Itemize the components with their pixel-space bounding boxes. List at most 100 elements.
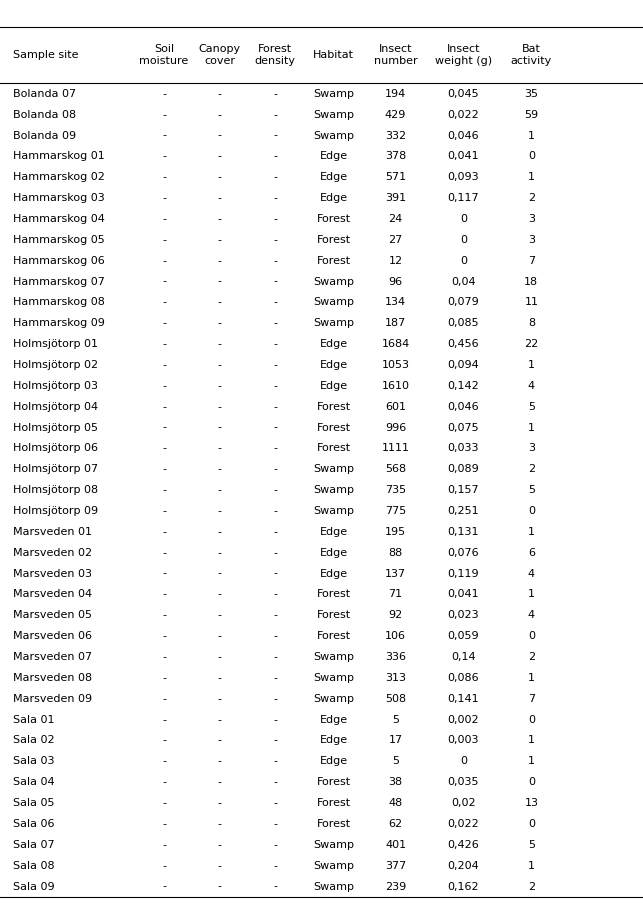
Text: 11: 11	[525, 297, 538, 307]
Text: Marsveden 06: Marsveden 06	[13, 631, 92, 641]
Text: -: -	[162, 255, 166, 265]
Text: 7: 7	[528, 255, 535, 265]
Text: -: -	[162, 611, 166, 621]
Text: 71: 71	[388, 590, 403, 600]
Text: -: -	[162, 757, 166, 766]
Text: -: -	[217, 882, 222, 892]
Text: -: -	[162, 360, 166, 370]
Text: -: -	[162, 506, 166, 516]
Text: Swamp: Swamp	[313, 652, 354, 662]
Text: -: -	[217, 506, 222, 516]
Text: Holmsjötorp 05: Holmsjötorp 05	[13, 422, 98, 432]
Text: -: -	[273, 798, 277, 808]
Text: Swamp: Swamp	[313, 130, 354, 140]
Text: -: -	[273, 318, 277, 328]
Text: 0,041: 0,041	[448, 590, 479, 600]
Text: Forest: Forest	[317, 422, 351, 432]
Text: 106: 106	[385, 631, 406, 641]
Text: 391: 391	[385, 193, 406, 203]
Text: -: -	[217, 694, 222, 704]
Text: 0,094: 0,094	[448, 360, 479, 370]
Text: Marsveden 03: Marsveden 03	[13, 569, 92, 579]
Text: -: -	[273, 276, 277, 286]
Text: -: -	[217, 819, 222, 829]
Text: Forest: Forest	[317, 611, 351, 621]
Text: 0,086: 0,086	[448, 673, 479, 683]
Text: Edge: Edge	[320, 172, 348, 182]
Text: -: -	[162, 172, 166, 182]
Text: 0: 0	[528, 506, 535, 516]
Text: Hammarskog 03: Hammarskog 03	[13, 193, 105, 203]
Text: 0,251: 0,251	[448, 506, 479, 516]
Text: -: -	[162, 318, 166, 328]
Text: 187: 187	[385, 318, 406, 328]
Text: -: -	[273, 569, 277, 579]
Text: Hammarskog 02: Hammarskog 02	[13, 172, 105, 182]
Text: Swamp: Swamp	[313, 318, 354, 328]
Text: -: -	[273, 443, 277, 453]
Text: 24: 24	[388, 214, 403, 224]
Text: 7: 7	[528, 694, 535, 704]
Text: 17: 17	[388, 736, 403, 746]
Text: 96: 96	[388, 276, 403, 286]
Text: 0,141: 0,141	[448, 694, 479, 704]
Text: 0,022: 0,022	[448, 110, 479, 120]
Text: Forest: Forest	[317, 443, 351, 453]
Text: -: -	[217, 255, 222, 265]
Text: -: -	[217, 130, 222, 140]
Text: 1: 1	[528, 130, 535, 140]
Text: 0,119: 0,119	[448, 569, 479, 579]
Text: 0,033: 0,033	[448, 443, 479, 453]
Text: 6: 6	[528, 548, 535, 558]
Text: -: -	[273, 297, 277, 307]
Text: -: -	[162, 548, 166, 558]
Text: 5: 5	[528, 840, 535, 850]
Text: -: -	[273, 673, 277, 683]
Text: -: -	[162, 193, 166, 203]
Text: -: -	[273, 548, 277, 558]
Text: -: -	[273, 464, 277, 474]
Text: 59: 59	[524, 110, 538, 120]
Text: Swamp: Swamp	[313, 840, 354, 850]
Text: 0,131: 0,131	[448, 527, 479, 537]
Text: -: -	[162, 590, 166, 600]
Text: Sala 03: Sala 03	[13, 757, 55, 766]
Text: -: -	[273, 715, 277, 725]
Text: Swamp: Swamp	[313, 276, 354, 286]
Text: -: -	[273, 694, 277, 704]
Text: 735: 735	[385, 485, 406, 496]
Text: 0,089: 0,089	[448, 464, 479, 474]
Text: 0,041: 0,041	[448, 151, 479, 161]
Text: 0,117: 0,117	[448, 193, 479, 203]
Text: 88: 88	[388, 548, 403, 558]
Text: Habitat: Habitat	[313, 50, 354, 61]
Text: 1610: 1610	[381, 381, 410, 390]
Text: -: -	[273, 527, 277, 537]
Text: 1: 1	[528, 360, 535, 370]
Text: Hammarskog 09: Hammarskog 09	[13, 318, 105, 328]
Text: -: -	[217, 861, 222, 871]
Text: -: -	[162, 882, 166, 892]
Text: -: -	[273, 381, 277, 390]
Text: Marsveden 08: Marsveden 08	[13, 673, 92, 683]
Text: -: -	[217, 715, 222, 725]
Text: 1: 1	[528, 757, 535, 766]
Text: 508: 508	[385, 694, 406, 704]
Text: Sala 01: Sala 01	[13, 715, 55, 725]
Text: Holmsjötorp 06: Holmsjötorp 06	[13, 443, 98, 453]
Text: 2: 2	[528, 464, 535, 474]
Text: -: -	[273, 360, 277, 370]
Text: 0,04: 0,04	[451, 276, 476, 286]
Text: Swamp: Swamp	[313, 110, 354, 120]
Text: Forest: Forest	[317, 590, 351, 600]
Text: 0: 0	[528, 151, 535, 161]
Text: Edge: Edge	[320, 193, 348, 203]
Text: Swamp: Swamp	[313, 297, 354, 307]
Text: -: -	[217, 89, 222, 99]
Text: Bolanda 08: Bolanda 08	[13, 110, 76, 120]
Text: Swamp: Swamp	[313, 861, 354, 871]
Text: -: -	[162, 443, 166, 453]
Text: Edge: Edge	[320, 151, 348, 161]
Text: 0,085: 0,085	[448, 318, 479, 328]
Text: Sample site: Sample site	[13, 50, 78, 61]
